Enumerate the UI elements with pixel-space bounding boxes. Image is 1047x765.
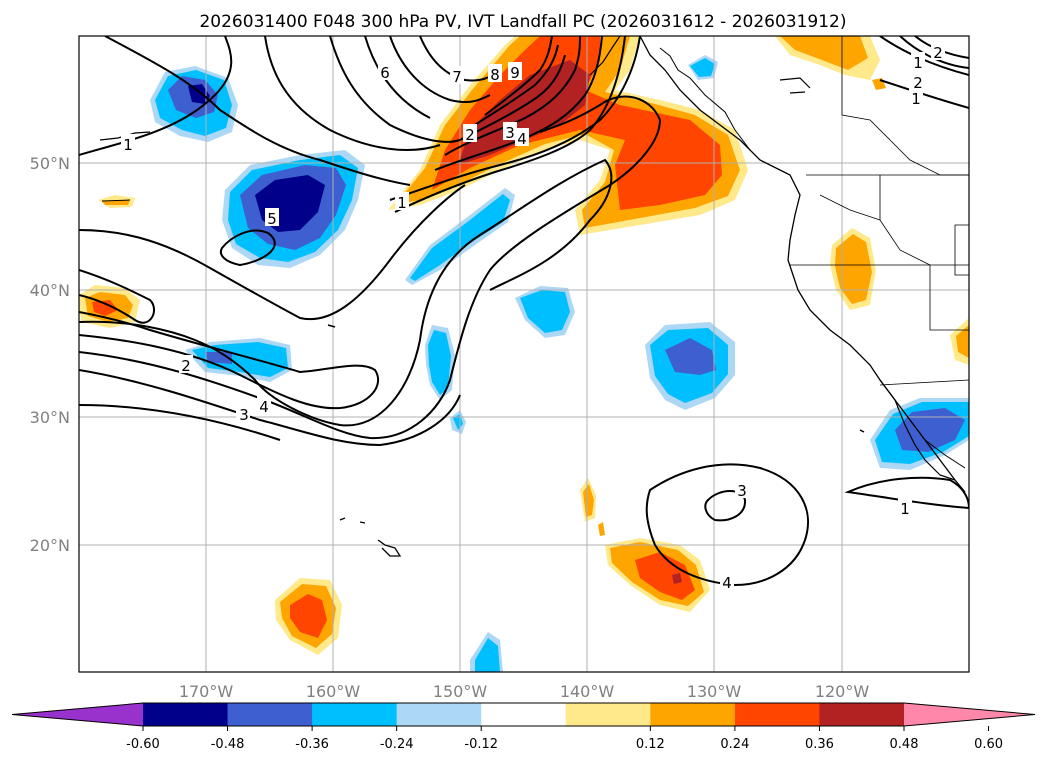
colorbar-tick-label: -0.48 <box>211 737 245 752</box>
positive-anomaly-northeast <box>775 36 886 90</box>
colorbar-tick-label: -0.60 <box>126 737 160 752</box>
lon-label-160w: 160°W <box>306 682 361 701</box>
positive-anomaly-gulf-of-alaska <box>388 36 748 235</box>
svg-text:8: 8 <box>490 66 500 84</box>
svg-text:4: 4 <box>517 130 527 148</box>
colorbar-segment <box>143 703 229 726</box>
negative-anomaly-east <box>645 322 735 410</box>
lon-label-170w: 170°W <box>179 682 234 701</box>
colorbar-segment <box>650 703 736 726</box>
svg-text:1: 1 <box>911 90 921 108</box>
svg-text:2: 2 <box>933 44 943 62</box>
colorbar-tick-label: -0.36 <box>295 737 329 752</box>
map-frame <box>78 35 970 673</box>
colorbar: -0.60 -0.48 -0.36 -0.24 -0.12 0.12 0.24 0.36 0.4… <box>11 702 1036 752</box>
svg-text:6: 6 <box>380 64 390 82</box>
pv-contours <box>79 36 969 587</box>
colorbar-tick-label: -0.24 <box>380 737 414 752</box>
colorbar-extend-high <box>904 703 1035 726</box>
svg-text:1: 1 <box>123 136 133 154</box>
colorbar-segment <box>312 703 398 726</box>
colorbar-tick-label: 0.36 <box>805 737 834 752</box>
lat-label-30: 30°N <box>30 408 70 427</box>
latitude-labels: 50°N 40°N 30°N 20°N <box>30 154 70 555</box>
colorbar-tick-label: 0.60 <box>974 737 1003 752</box>
svg-text:1: 1 <box>913 54 923 72</box>
svg-text:4: 4 <box>722 574 732 592</box>
political-borders <box>790 36 969 386</box>
colorbar-segment <box>734 703 820 726</box>
lon-label-150w: 150°W <box>433 682 488 701</box>
svg-text:5: 5 <box>267 210 277 228</box>
contour-labels: 1 2 3 4 5 6 7 8 9 1 2 3 4 1 <box>121 42 945 592</box>
lon-label-140w: 140°W <box>560 682 615 701</box>
lon-label-120w: 120°W <box>815 682 870 701</box>
svg-text:4: 4 <box>259 398 269 416</box>
svg-text:9: 9 <box>510 64 520 82</box>
lat-label-40: 40°N <box>30 281 70 300</box>
map-content: 1 2 3 4 5 6 7 8 9 1 2 3 4 1 <box>79 36 969 672</box>
svg-text:1: 1 <box>900 500 910 518</box>
lat-label-50: 50°N <box>30 154 70 173</box>
colorbar-tick-label: 0.48 <box>890 737 919 752</box>
svg-text:2: 2 <box>465 126 475 144</box>
svg-text:2: 2 <box>913 74 923 92</box>
figure-title: 2026031400 F048 300 hPa PV, IVT Landfall… <box>199 12 846 32</box>
svg-text:2: 2 <box>181 357 191 375</box>
colorbar-segment <box>565 703 651 726</box>
colorbar-segment <box>396 703 482 726</box>
colorbar-tick-label: -0.12 <box>464 737 498 752</box>
positive-anomaly-south <box>275 578 342 655</box>
colorbar-extend-low <box>12 703 143 726</box>
positive-anomaly-subtropical <box>580 478 710 612</box>
svg-text:3: 3 <box>505 124 515 142</box>
coastlines <box>99 36 966 557</box>
svg-text:3: 3 <box>737 482 747 500</box>
longitude-labels: 170°W 160°W 150°W 140°W 130°W 120°W <box>179 682 870 701</box>
colorbar-tick-label: 0.12 <box>636 737 665 752</box>
lat-label-20: 20°N <box>30 536 70 555</box>
colorbar-segment <box>481 703 567 726</box>
colorbar-tick-label: 0.24 <box>720 737 749 752</box>
negative-anomaly-mid <box>425 286 575 434</box>
lon-label-130w: 130°W <box>687 682 742 701</box>
negative-anomaly-central <box>222 150 365 268</box>
colorbar-segment <box>227 703 313 726</box>
svg-text:1: 1 <box>397 194 407 212</box>
colorbar-segment <box>819 703 905 726</box>
svg-text:7: 7 <box>452 68 462 86</box>
svg-text:3: 3 <box>239 406 249 424</box>
